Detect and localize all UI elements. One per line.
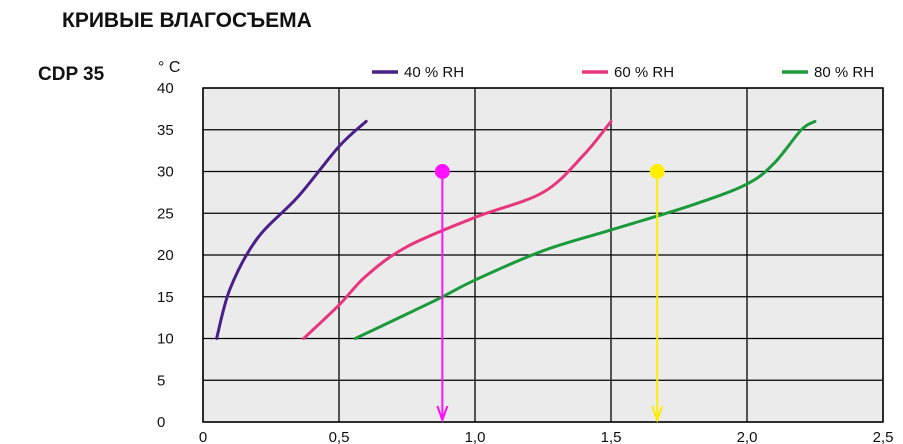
marker-arrow-head [436, 405, 449, 423]
chart-title: КРИВЫЕ ВЛАГОСЪЕМА [62, 9, 312, 32]
y-tick-label: 0 [157, 414, 165, 431]
series-line [353, 119, 817, 340]
x-tick-label: 0 [199, 429, 207, 444]
y-unit-label: ° C [158, 59, 180, 76]
model-label: CDP 35 [38, 64, 105, 85]
legend-label: 40 % RH [404, 64, 464, 81]
y-tick-label: 20 [157, 247, 174, 264]
y-tick-label: 40 [157, 80, 174, 97]
series-line [215, 119, 368, 340]
x-tick-label: 2,0 [737, 429, 758, 444]
y-tick-label: 10 [157, 331, 174, 348]
x-tick-label: 2,5 [873, 429, 894, 444]
y-tick-label: 30 [157, 164, 174, 181]
marker-arrow-head [651, 405, 664, 423]
x-tick-label: 1,5 [601, 429, 622, 444]
x-tick-label: 1,0 [465, 429, 486, 444]
y-tick-label: 35 [157, 122, 174, 139]
legend-label: 80 % RH [814, 64, 874, 81]
markers [434, 164, 665, 423]
x-tick-label: 0,5 [329, 429, 350, 444]
legend-label: 60 % RH [614, 64, 674, 81]
legend: 40 % RH 60 % RH 80 % RH [372, 64, 874, 81]
y-tick-label: 15 [157, 289, 174, 306]
grid [202, 87, 884, 423]
axis-ticks: 0 5 10 15 20 25 30 35 40 0 0,5 1,0 1,5 2,0 2,5 [157, 80, 893, 444]
marker-point [434, 164, 450, 179]
y-tick-label: 5 [157, 372, 165, 389]
y-tick-label: 25 [157, 205, 174, 222]
marker-point [649, 164, 665, 179]
